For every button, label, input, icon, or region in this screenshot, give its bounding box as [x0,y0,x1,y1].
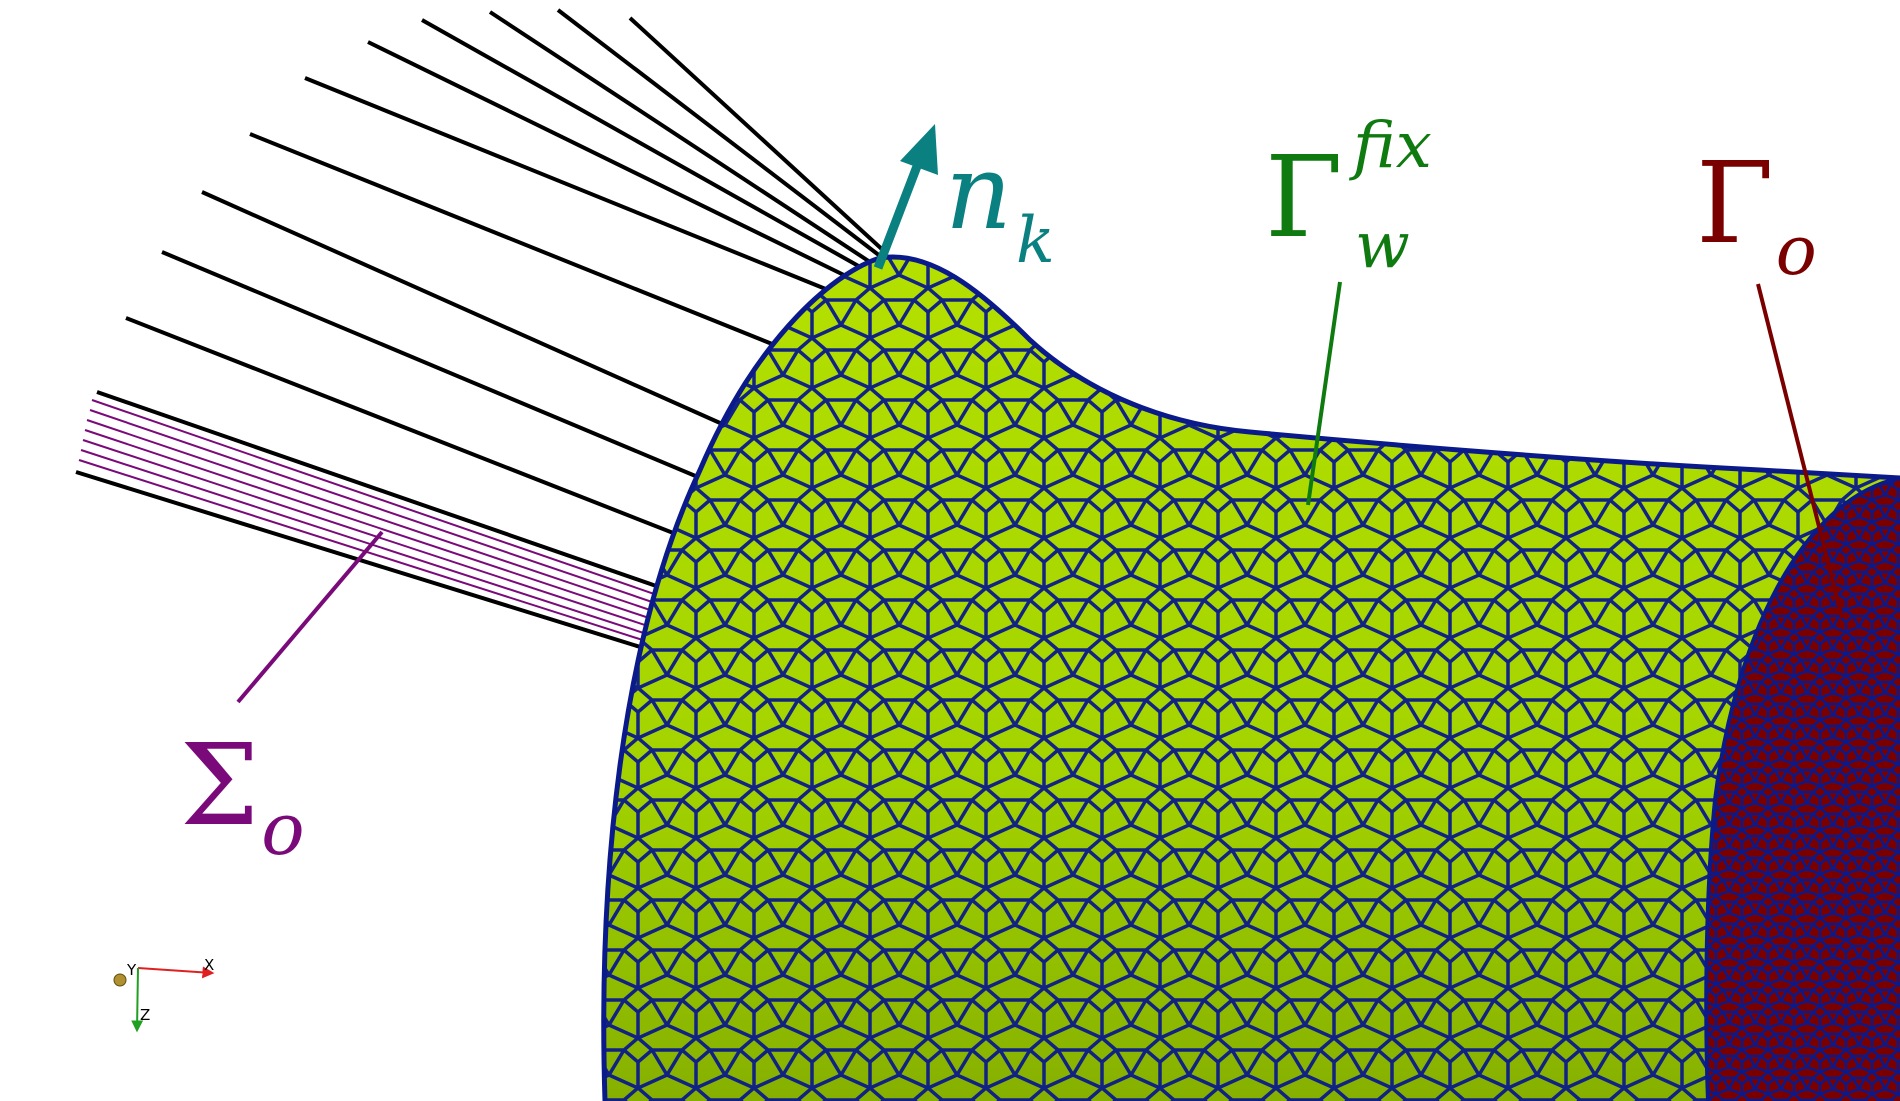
outlet-symbol: Γ [1696,139,1774,269]
fix-wall-symbol: Γ [1265,133,1343,263]
normal-label: nk [945,140,1055,273]
normal-subscript: k [1015,204,1055,278]
fix-wall-subscript: w [1355,209,1410,283]
streamline-rays [75,8,887,652]
fix-wall-label: Γ fix w [1265,114,1432,278]
wall-surface [601,254,1900,1101]
fix-wall-superscript: fix [1353,109,1432,183]
normal-symbol: n [945,131,1012,253]
axis-z-label: Z [140,1006,151,1024]
outlet-leader [1756,283,1844,619]
outlet-subscript: o [1775,212,1817,291]
normal-vector [873,124,938,270]
axis-x-label: X [204,956,215,974]
outlet-label: Γo [1696,148,1817,286]
sigma-subscript: o [261,787,305,871]
sigma-lines [78,399,661,644]
sigma-leader [236,530,384,704]
fix-wall-leader [1306,281,1342,506]
sigma-label: Σo [180,730,305,865]
axes-triad [113,966,215,1033]
axis-y-label: Y [127,961,137,979]
sigma-symbol: Σ [180,721,260,851]
